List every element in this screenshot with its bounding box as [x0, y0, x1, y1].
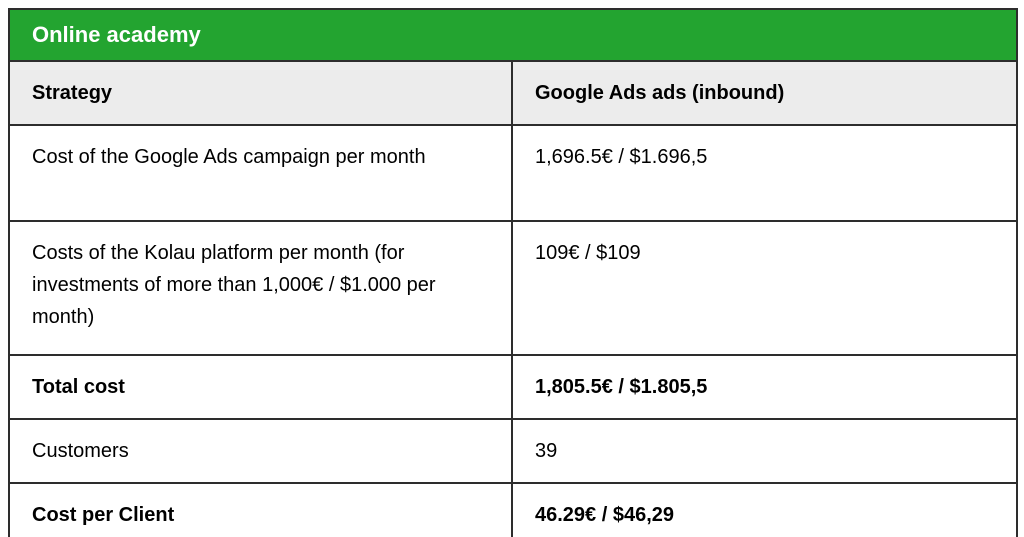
row-value: 1,805.5€ / $1.805,5	[511, 354, 1018, 420]
column-header-google-ads: Google Ads ads (inbound)	[511, 60, 1018, 126]
table-row-cost-per-client: Cost per Client 46.29€ / $46,29	[8, 482, 1018, 537]
page-title: Online academy	[8, 8, 1018, 62]
row-value: 109€ / $109	[511, 220, 1018, 356]
row-value: 1,696.5€ / $1.696,5	[511, 124, 1018, 222]
table-header-row: Strategy Google Ads ads (inbound)	[8, 60, 1018, 126]
table-row-total-cost: Total cost 1,805.5€ / $1.805,5	[8, 354, 1018, 420]
row-label: Costs of the Kolau platform per month (f…	[8, 220, 513, 356]
table-row-customers: Customers 39	[8, 418, 1018, 484]
row-value: 46.29€ / $46,29	[511, 482, 1018, 537]
table-title-bar: Online academy	[8, 8, 1018, 62]
row-label: Cost of the Google Ads campaign per mont…	[8, 124, 513, 222]
table-row: Cost of the Google Ads campaign per mont…	[8, 124, 1018, 222]
row-label: Cost per Client	[8, 482, 513, 537]
column-header-strategy: Strategy	[8, 60, 513, 126]
row-label: Customers	[8, 418, 513, 484]
row-label: Total cost	[8, 354, 513, 420]
table-row: Costs of the Kolau platform per month (f…	[8, 220, 1018, 356]
cost-comparison-table: Online academy Strategy Google Ads ads (…	[8, 8, 1018, 537]
row-value: 39	[511, 418, 1018, 484]
